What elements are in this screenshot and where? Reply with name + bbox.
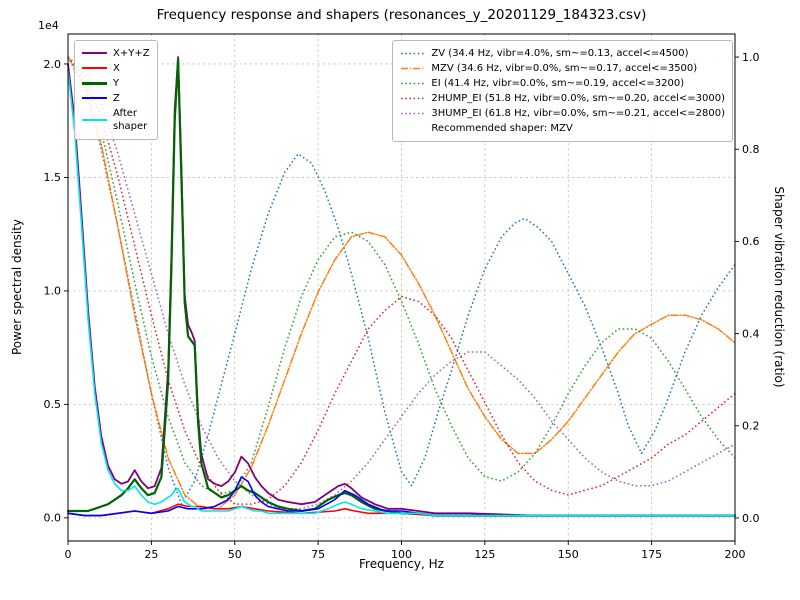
- legend-item-label: 2HUMP_EI (51.8 Hz, vibr=0.0%, sm~=0.20, …: [431, 92, 725, 104]
- legend-recommended-note: Recommended shaper: MZV: [400, 122, 725, 136]
- legend-note-text: Recommended shaper: MZV: [431, 122, 573, 134]
- legend-item-label: X: [113, 62, 120, 74]
- legend-item: 3HUMP_EI (61.8 Hz, vibr=0.0%, sm~=0.21, …: [400, 107, 725, 121]
- series-line-sum: [67, 56, 736, 517]
- legend-item: Y: [82, 77, 150, 91]
- legend-item-label: After shaper: [113, 107, 148, 133]
- chart-title: Frequency response and shapers (resonanc…: [156, 7, 647, 23]
- y-axis-label-left: Power spectral density: [10, 218, 24, 356]
- legend-item-label: X+Y+Z: [113, 47, 150, 59]
- legend-item-label: EI (41.4 Hz, vibr=0.0%, sm~=0.19, accel<…: [431, 77, 685, 89]
- series-line-3HUMP_EI: [67, 56, 736, 510]
- legend-item-label: 3HUMP_EI (61.8 Hz, vibr=0.0%, sm~=0.21, …: [431, 107, 725, 119]
- x-tick-label: 125: [474, 548, 495, 561]
- x-tick-label: 50: [228, 548, 242, 561]
- series-line-2HUMP_EI: [67, 56, 736, 505]
- x-tick-label: 75: [311, 548, 325, 561]
- legend-line-sample: [401, 97, 425, 100]
- legend-line-sample: [401, 67, 425, 70]
- legend-psd: X+Y+Z X Y Z After shaper: [74, 40, 158, 140]
- legend-line-sample: [401, 52, 425, 55]
- legend-line-sample: [401, 112, 425, 115]
- x-tick-label: 100: [391, 548, 412, 561]
- y-axis-label-right: Shaper vibration reduction (ratio): [772, 186, 786, 388]
- x-tick-label: 25: [144, 548, 158, 561]
- legend-item: After shaper: [82, 107, 150, 134]
- y-right-tick-label: 0.0: [742, 512, 760, 525]
- x-axis-label: Frequency, Hz: [359, 557, 444, 571]
- series-line-after_shaper: [67, 70, 736, 517]
- x-tick-label: 200: [725, 548, 746, 561]
- y-right-tick-label: 1.0: [742, 51, 760, 64]
- legend-item-label: MZV (34.6 Hz, vibr=0.0%, sm~=0.17, accel…: [431, 62, 698, 74]
- y-left-tick-label: 1.5: [44, 171, 62, 184]
- y-left-tick-label: 2.0: [44, 58, 62, 71]
- y-left-tick-label: 0.0: [44, 512, 62, 525]
- legend-line-sample: [82, 81, 107, 85]
- legend-shapers: ZV (34.4 Hz, vibr=4.0%, sm~=0.13, accel<…: [392, 40, 733, 142]
- legend-line-sample: [82, 52, 107, 55]
- legend-line-sample: [82, 67, 107, 70]
- x-tick-label: 150: [558, 548, 579, 561]
- y-right-tick-label: 0.8: [742, 143, 760, 156]
- x-tick-label: 0: [65, 548, 72, 561]
- legend-item-label: Y: [113, 77, 120, 89]
- series-line-y: [66, 58, 737, 517]
- legend-item: X: [82, 62, 150, 76]
- series-line-MZV: [67, 56, 736, 510]
- legend-item: MZV (34.6 Hz, vibr=0.0%, sm~=0.17, accel…: [400, 62, 725, 76]
- legend-item-label: Z: [113, 92, 120, 104]
- x-tick-label: 175: [641, 548, 662, 561]
- legend-item-label: ZV (34.4 Hz, vibr=4.0%, sm~=0.13, accel<…: [431, 47, 689, 59]
- y-right-tick-label: 0.6: [742, 235, 760, 248]
- legend-line-sample: [82, 97, 107, 100]
- legend-line-sample: [82, 119, 107, 121]
- y-left-tick-label: 1.0: [44, 285, 62, 298]
- legend-item: Z: [82, 92, 150, 106]
- series-line-EI: [67, 56, 736, 496]
- legend-item: 2HUMP_EI (51.8 Hz, vibr=0.0%, sm~=0.20, …: [400, 92, 725, 106]
- series-line-z: [67, 476, 736, 517]
- y-right-tick-label: 0.2: [742, 420, 760, 433]
- legend-item: EI (41.4 Hz, vibr=0.0%, sm~=0.19, accel<…: [400, 77, 725, 91]
- legend-item: ZV (34.4 Hz, vibr=4.0%, sm~=0.13, accel<…: [400, 47, 725, 61]
- y-left-tick-label: 0.5: [44, 398, 62, 411]
- legend-item: X+Y+Z: [82, 47, 150, 61]
- y-right-tick-label: 0.4: [742, 327, 760, 340]
- legend-line-sample: [401, 82, 425, 85]
- y-axis-offset-text: 1e4: [38, 19, 59, 32]
- series-line-ZV: [67, 56, 736, 505]
